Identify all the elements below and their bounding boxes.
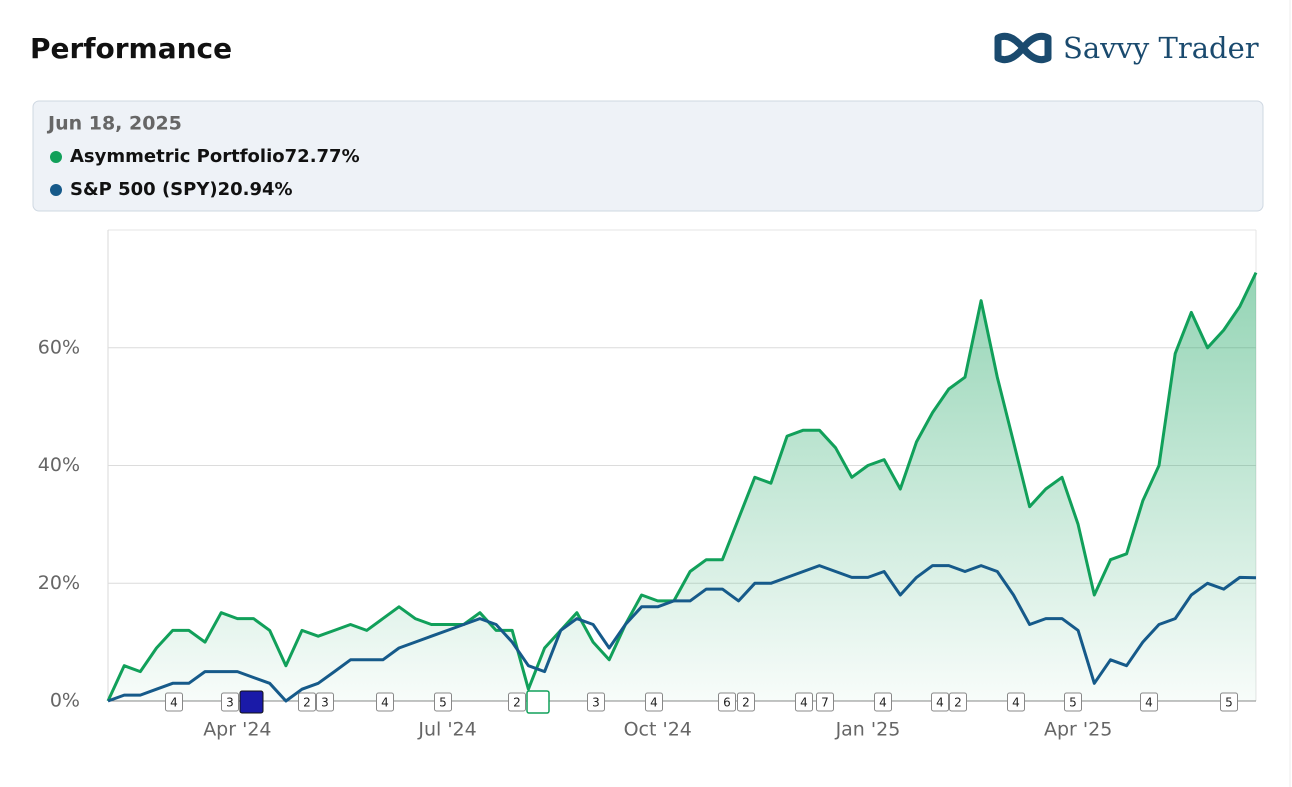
event-count: 4 (800, 696, 808, 710)
event-icon (526, 690, 550, 714)
event-count: 7 (821, 696, 829, 710)
event-count: 5 (1225, 696, 1233, 710)
event-marker (1064, 692, 1082, 712)
logo: Savvy Trader (994, 31, 1259, 65)
event-marker (718, 692, 736, 712)
event-marker (931, 692, 949, 712)
event-count: 3 (592, 696, 600, 710)
legend-dot (50, 184, 62, 196)
event-marker (316, 692, 334, 712)
event-count: 3 (321, 696, 329, 710)
event-count: 4 (936, 696, 944, 710)
event-marker (165, 692, 183, 712)
event-count: 2 (742, 696, 750, 710)
y-tick-label: 60% (38, 336, 80, 358)
legend-entry: S&P 500 (SPY)20.94% (70, 179, 293, 200)
event-count: 4 (170, 696, 178, 710)
event-count: 2 (303, 696, 311, 710)
chart-title: Performance (30, 32, 232, 65)
event-marker (376, 692, 394, 712)
event-count: 5 (1069, 696, 1077, 710)
event-count: 2 (513, 696, 521, 710)
event-marker (434, 692, 452, 712)
legend-value: 20.94% (218, 179, 293, 200)
logo-icon (994, 32, 1052, 64)
event-count: 4 (879, 696, 887, 710)
event-marker (1007, 692, 1025, 712)
legend-name: Asymmetric Portfolio (70, 146, 285, 167)
event-marker (1220, 692, 1238, 712)
event-marker (737, 692, 755, 712)
x-tick-label: Jul '24 (417, 719, 476, 741)
x-tick-label: Apr '25 (1044, 719, 1112, 741)
x-tick-label: Jan '25 (835, 719, 901, 741)
event-marker (298, 692, 316, 712)
x-tick-label: Oct '24 (624, 719, 692, 741)
area (108, 272, 1256, 701)
event-count: 2 (954, 696, 962, 710)
event-count: 4 (1145, 696, 1153, 710)
event-marker (949, 692, 967, 712)
event-marker (508, 692, 526, 712)
line (107, 564, 1257, 703)
event-count: 4 (650, 696, 658, 710)
event-count: 4 (381, 696, 389, 710)
event-count: 3 (226, 696, 234, 710)
event-marker (587, 692, 605, 712)
legend-dot (50, 151, 62, 163)
event-marker (795, 692, 813, 712)
legend-name: S&P 500 (SPY) (70, 179, 218, 200)
line (106, 271, 1258, 702)
event-marker (645, 692, 663, 712)
legend-entry: Asymmetric Portfolio72.77% (70, 146, 360, 167)
y-tick-label: 0% (50, 690, 80, 712)
event-count: 6 (723, 696, 731, 710)
brand: Savvy Trader (1063, 31, 1259, 65)
event-icon (239, 690, 264, 714)
event-count: 4 (1012, 696, 1020, 710)
tooltip-date: Jun 18, 2025 (46, 113, 182, 135)
x-tick-label: Apr '24 (203, 719, 271, 741)
event-marker (816, 692, 834, 712)
event-marker (1140, 692, 1158, 712)
event-count: 5 (439, 696, 447, 710)
y-tick-label: 20% (38, 572, 80, 594)
y-tick-label: 40% (38, 454, 80, 476)
legend-value: 72.77% (285, 146, 360, 167)
tooltip-box (32, 100, 1264, 212)
event-marker (221, 692, 239, 712)
event-marker (874, 692, 892, 712)
